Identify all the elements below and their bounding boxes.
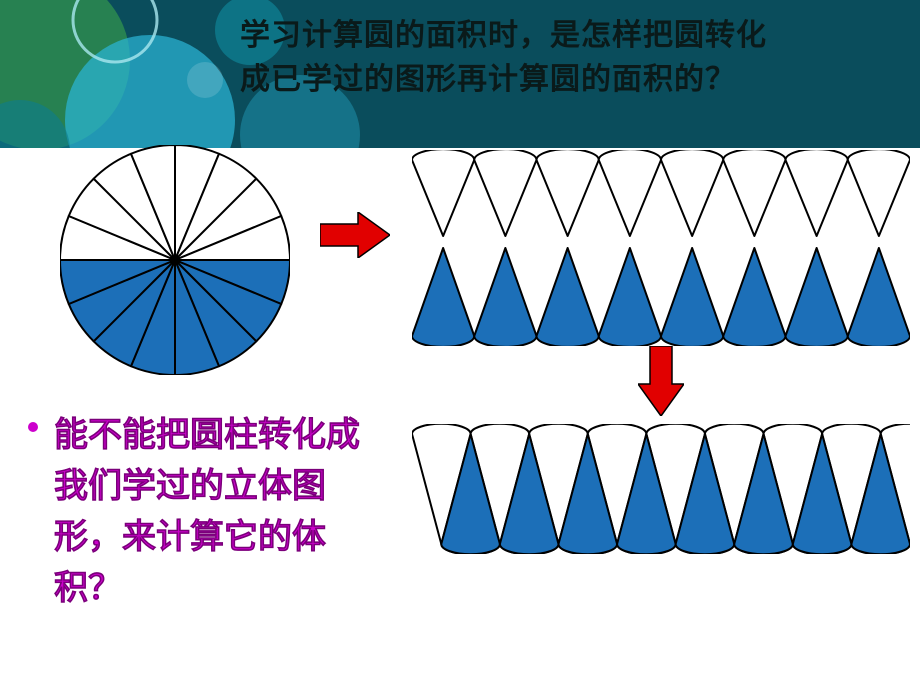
heading-line1: 学习计算圆的面积时，是怎样把圆转化 xyxy=(240,19,767,52)
arrow-right-icon xyxy=(320,212,390,258)
question-text: 能不能把圆柱转化成我们学过的立体图形，来计算它的体积？ xyxy=(54,410,392,614)
sector-pie-diagram xyxy=(60,145,290,375)
heading-line2: 成已学过的图形再计算圆的面积的？ xyxy=(240,63,736,96)
wedge-strip-combined xyxy=(412,424,910,554)
arrow-down-icon xyxy=(638,346,684,416)
wedge-strip-blue xyxy=(412,246,910,346)
wedge-strip-white xyxy=(412,150,910,238)
heading-text: 学习计算圆的面积时，是怎样把圆转化 成已学过的图形再计算圆的面积的？ xyxy=(240,14,900,101)
question-block: 能不能把圆柱转化成我们学过的立体图形，来计算它的体积？ xyxy=(32,410,392,614)
bullet-icon xyxy=(28,422,38,432)
